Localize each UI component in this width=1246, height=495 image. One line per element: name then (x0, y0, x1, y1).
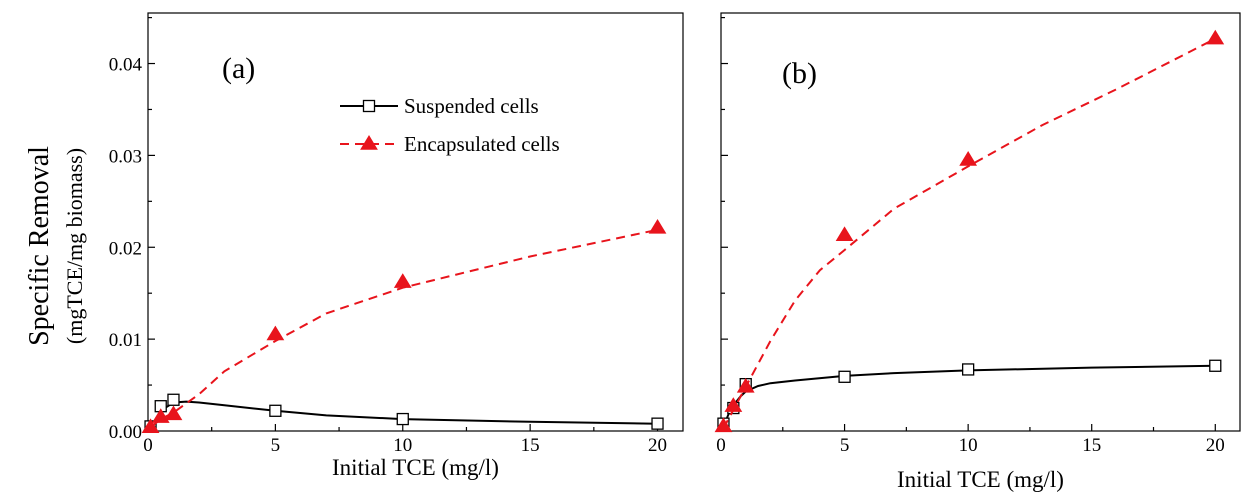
data-point-encapsulated (714, 417, 733, 433)
x-tick-label: 5 (840, 435, 850, 456)
data-point-suspended (961, 363, 975, 376)
x-tick-label: 10 (393, 435, 412, 456)
data-point-encapsulated (151, 408, 170, 423)
data-point-encapsulated (393, 273, 412, 288)
data-point-encapsulated (164, 405, 183, 421)
x-tick-label: 5 (271, 435, 281, 456)
panel-a: 0 5 10 15 20 0.00 0.01 0.02 0.03 0.04 Initial TCE … (109, 12, 684, 480)
legend-label: Encapsulated cells (404, 132, 560, 156)
x-tick-label: 20 (1206, 435, 1225, 456)
panel-b: 0 5 10 15 20 Initial TCE (mg/l) (b) (714, 12, 1241, 492)
data-point-suspended (269, 404, 282, 417)
data-point-encapsulated (736, 377, 755, 393)
plot-frame (720, 12, 1241, 432)
y-tick-label: 0.02 (109, 238, 142, 259)
legend-label: Suspended cells (404, 94, 539, 118)
data-point-suspended (838, 370, 851, 383)
x-tick-label: 15 (1082, 435, 1101, 456)
data-point-suspended (1209, 359, 1222, 372)
data-point-suspended (651, 417, 664, 430)
data-point-encapsulated (835, 226, 854, 242)
data-point-suspended (167, 393, 180, 406)
plot-frame (147, 12, 684, 432)
series-line (722, 37, 1216, 429)
x-tick-label: 0 (716, 435, 726, 456)
x-tick-label: 0 (143, 435, 153, 456)
y-tick-label: 0.03 (109, 146, 142, 167)
y-tick-label: 0.00 (109, 422, 142, 443)
y-axis-title: Specific Removal (24, 146, 55, 346)
legend-marker-square (362, 99, 376, 113)
y-tick-label: 0.01 (109, 330, 142, 351)
data-point-encapsulated (959, 151, 978, 166)
data-point-encapsulated (1206, 29, 1225, 45)
data-point-encapsulated (648, 219, 667, 234)
data-point-encapsulated (141, 418, 160, 434)
x-tick-label: 15 (521, 435, 540, 456)
x-axis-title: Initial TCE (mg/l) (332, 455, 499, 480)
x-tick-label: 10 (959, 435, 978, 456)
series-line (149, 228, 658, 429)
data-point-suspended (396, 412, 409, 426)
y-tick-label: 0.04 (109, 55, 143, 76)
y-axis-units: (mgTCE/mg biomass) (62, 148, 87, 344)
panel-label: (a) (222, 52, 255, 85)
data-point-encapsulated (266, 325, 285, 341)
x-tick-label: 20 (648, 435, 667, 456)
legend-marker-triangle (360, 135, 378, 150)
panel-label: (b) (782, 57, 817, 90)
data-point-encapsulated (724, 397, 743, 412)
x-axis-title: Initial TCE (mg/l) (897, 467, 1064, 492)
